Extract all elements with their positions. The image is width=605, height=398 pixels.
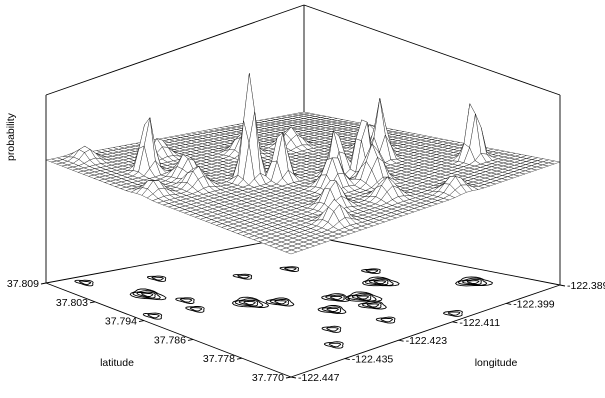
contour-line — [238, 299, 259, 307]
back-top-edge — [45, 4, 305, 96]
contour-line — [321, 325, 342, 333]
contour-line — [361, 276, 400, 287]
longitude-tick-mark — [559, 284, 566, 287]
latitude-tick-label: 37.770 — [252, 372, 284, 384]
latitude-tick-label: 37.809 — [7, 278, 39, 290]
latitude-tick-mark — [285, 376, 292, 379]
contour-line — [373, 280, 387, 285]
surface-cell — [285, 249, 298, 255]
contour-line — [78, 280, 92, 285]
contour-line — [454, 276, 494, 287]
contour-line — [457, 277, 488, 286]
longitude-tick-label: -122.399 — [513, 298, 555, 310]
contour-line — [142, 312, 163, 320]
contour-line — [326, 327, 339, 332]
longitude-tick-mark — [290, 376, 297, 379]
contour-line — [232, 273, 253, 280]
contour-line — [351, 294, 372, 301]
contour-line — [462, 278, 482, 285]
contour-line — [321, 306, 342, 314]
box-frame — [45, 4, 561, 378]
longitude-tick-label: -122.447 — [298, 372, 340, 384]
latitude-tick-label: 37.794 — [105, 316, 137, 328]
longitude-tick-mark — [452, 321, 458, 324]
contour-line — [328, 342, 342, 348]
contour-line — [356, 295, 370, 300]
contour-line — [231, 296, 270, 308]
back-left-floor-edge — [45, 234, 305, 284]
contour-line — [74, 279, 94, 287]
contour-line — [361, 268, 381, 275]
contour-line — [283, 267, 297, 271]
z-axis-label: probability — [5, 112, 17, 161]
latitude-tick-label: 37.778 — [203, 353, 235, 365]
contour-line — [132, 290, 161, 300]
latitude-tick-mark — [236, 357, 243, 360]
contour-line — [443, 310, 463, 317]
contour-line — [175, 297, 195, 304]
latitude-tick-mark — [89, 301, 96, 304]
contour-line — [321, 293, 351, 302]
right-floor-edge — [290, 284, 561, 378]
contour-line — [136, 291, 156, 299]
contour-line — [147, 313, 160, 319]
longitude-tick-label: -122.423 — [406, 335, 448, 347]
contour-line — [447, 311, 461, 316]
contour-line — [151, 276, 164, 281]
contour-line — [375, 316, 396, 324]
contour-line — [361, 302, 382, 309]
latitude-tick-mark — [40, 282, 47, 285]
contour-line — [366, 303, 380, 308]
longitude-tick-label: -122.389 — [567, 280, 605, 292]
x-axis-label: latitude — [100, 357, 134, 369]
contour-line — [329, 295, 343, 300]
latitude-tick-mark — [187, 338, 194, 341]
contour-line — [380, 318, 394, 323]
longitude-tick-mark — [398, 339, 404, 342]
contour-line — [243, 300, 256, 306]
y-axis-label: longitude — [475, 357, 518, 369]
contour-line — [364, 277, 394, 286]
latitude-tick-mark — [138, 320, 145, 323]
probability-surface — [45, 73, 561, 255]
contour-line — [347, 292, 377, 302]
latitude-tick-label: 37.803 — [56, 297, 88, 309]
longitude-tick-mark — [344, 358, 350, 361]
contour-line — [344, 291, 383, 302]
contour-line — [326, 307, 339, 312]
contour-line — [189, 307, 203, 312]
contour-line — [269, 298, 290, 306]
contour-line — [323, 341, 344, 349]
contour-line — [317, 305, 347, 315]
longitude-tick-mark — [506, 302, 512, 305]
contour-line — [279, 266, 299, 272]
left-floor-edge — [45, 282, 292, 378]
contour-line — [237, 274, 250, 279]
contour-line — [129, 288, 167, 301]
contour-line — [325, 294, 345, 302]
longitude-tick-label: -122.435 — [352, 354, 394, 366]
contour-line — [234, 298, 264, 308]
contour-line — [185, 305, 205, 313]
back-right-floor-edge — [303, 234, 561, 286]
longitude-tick-label: -122.411 — [459, 317, 500, 329]
contour-line — [368, 279, 389, 286]
contour-line — [274, 300, 287, 305]
contour-line — [147, 275, 167, 282]
floor-contours — [74, 266, 494, 349]
contour-line — [141, 292, 154, 297]
latitude-tick-label: 37.786 — [154, 334, 186, 346]
contour-line — [179, 298, 193, 303]
contour-line — [365, 269, 379, 274]
contour-line — [265, 297, 295, 307]
right-top-edge — [303, 4, 561, 96]
axis-ticks: 37.809 37.803 37.794 37.786 37.778 37.770 -122… — [7, 278, 605, 384]
contour-line — [357, 300, 387, 310]
contour-line — [466, 280, 480, 284]
